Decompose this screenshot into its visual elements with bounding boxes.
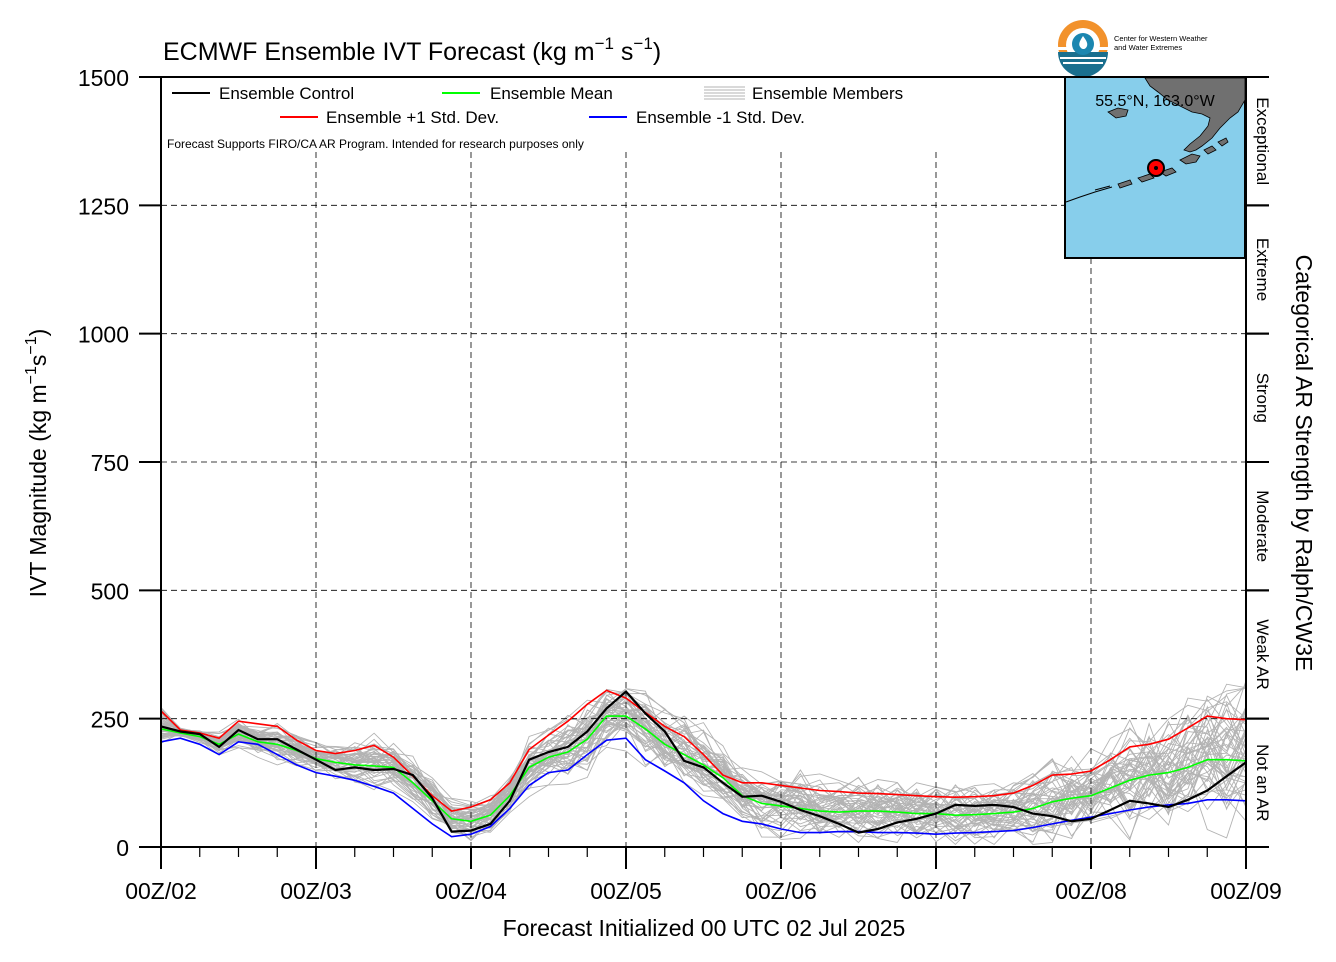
x-tick-label: 00Z/04 xyxy=(435,878,507,904)
legend-label-members: Ensemble Members xyxy=(752,84,903,103)
y-tick-label: 500 xyxy=(91,578,129,604)
ensemble-member-line xyxy=(160,698,1247,823)
y-tick-label: 1000 xyxy=(78,322,129,348)
ensemble-member-line xyxy=(160,720,1247,828)
right-axis-label: Categorical AR Strength by Ralph/CW3E xyxy=(1291,255,1317,672)
category-label: Exceptional xyxy=(1253,97,1272,185)
legend-label-plus-sd: Ensemble +1 Std. Dev. xyxy=(326,108,499,127)
x-tick-label: 00Z/05 xyxy=(590,878,662,904)
logo-text-line2: and Water Extremes xyxy=(1114,43,1182,52)
ensemble-member-line xyxy=(160,709,1247,814)
legend-swatch-members xyxy=(704,86,745,100)
x-tick-label: 00Z/06 xyxy=(745,878,817,904)
ensemble-member-line xyxy=(160,721,1247,834)
series-lines xyxy=(160,689,1247,838)
ensemble-member-line xyxy=(160,687,1247,817)
category-label: Extreme xyxy=(1253,238,1272,301)
ensemble-member-line xyxy=(160,702,1247,821)
inset-location-label: 55.5°N, 163.0°W xyxy=(1095,93,1215,110)
y-tick-label: 1500 xyxy=(78,65,129,91)
location-marker xyxy=(1147,159,1165,177)
legend: Ensemble Control Ensemble Mean Ensemble … xyxy=(167,84,903,151)
ensemble-member-line xyxy=(160,687,1247,812)
x-tick-label: 00Z/03 xyxy=(280,878,352,904)
axes: 0 250 500 750 1000 1250 1500 00Z/02 00Z/03 00Z/04… xyxy=(78,65,1282,904)
ensemble-member-line xyxy=(160,719,1247,842)
y-axis-label: IVT Magnitude (kg m−1s−1) xyxy=(23,329,51,598)
x-tick-label: 00Z/09 xyxy=(1210,878,1282,904)
series-line-plus-sd xyxy=(160,689,1247,812)
legend-label-control: Ensemble Control xyxy=(219,84,354,103)
chart-title: ECMWF Ensemble IVT Forecast (kg m−1 s−1) xyxy=(163,34,661,66)
disclaimer-text: Forecast Supports FIRO/CA AR Program. In… xyxy=(167,137,584,151)
y-tick-label: 750 xyxy=(91,450,129,476)
inset-map: 55.5°N, 163.0°W xyxy=(1064,76,1246,259)
category-label: Weak AR xyxy=(1253,619,1272,690)
series-line-mean xyxy=(160,715,1247,823)
logo-text-line1: Center for Western Weather xyxy=(1114,34,1208,43)
ensemble-member-line xyxy=(160,700,1247,824)
series-line-control xyxy=(160,689,1247,834)
x-tick-label: 00Z/07 xyxy=(900,878,972,904)
y-tick-label: 1250 xyxy=(78,193,129,219)
y-tick-label: 250 xyxy=(91,707,129,733)
category-label: Not an AR xyxy=(1253,744,1272,822)
x-tick-label: 00Z/02 xyxy=(125,878,197,904)
y-tick-label: 0 xyxy=(116,835,129,861)
ensemble-member-line xyxy=(160,693,1247,825)
series-line-minus-sd xyxy=(160,737,1247,838)
x-tick-label: 00Z/08 xyxy=(1055,878,1127,904)
category-label: Strong xyxy=(1253,373,1272,423)
legend-label-minus-sd: Ensemble -1 Std. Dev. xyxy=(636,108,805,127)
cw3e-logo: Center for Western Weather and Water Ext… xyxy=(1058,20,1208,77)
category-label: Moderate xyxy=(1253,490,1272,562)
category-axis: Not an AR Weak AR Moderate Strong Extreme Exc… xyxy=(1246,76,1272,848)
legend-label-mean: Ensemble Mean xyxy=(490,84,613,103)
ensemble-member-line xyxy=(160,715,1247,834)
inset-land xyxy=(1107,77,1246,189)
x-axis-label: Forecast Initialized 00 UTC 02 Jul 2025 xyxy=(503,915,906,941)
